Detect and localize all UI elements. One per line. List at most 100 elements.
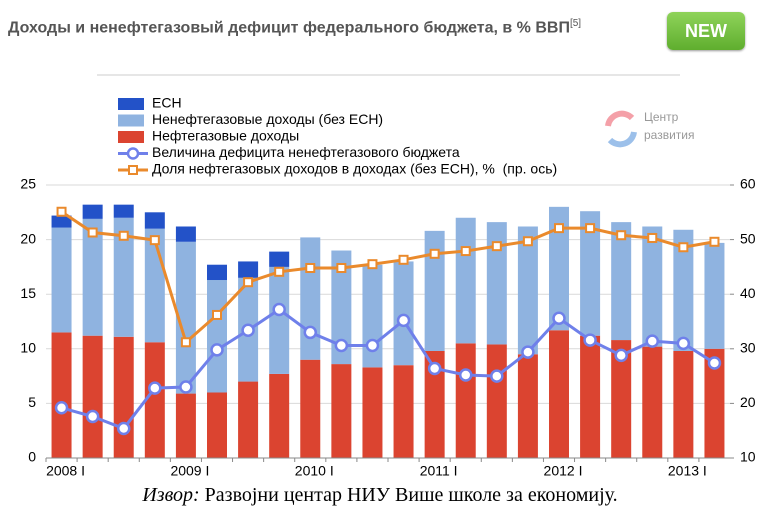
marker xyxy=(709,236,720,247)
marker xyxy=(87,227,98,238)
bar-segment xyxy=(82,204,103,219)
caption-text: Развојни центар НИУ Више школе за економ… xyxy=(204,484,618,506)
bar-segment xyxy=(238,381,259,458)
bar-segment xyxy=(175,241,196,394)
line xyxy=(60,210,715,345)
x-tick-label: 2011 I xyxy=(420,463,458,479)
bar-segment xyxy=(82,218,103,336)
y-tick-label: 10 xyxy=(20,340,36,356)
marker xyxy=(460,246,471,257)
new-badge[interactable]: NEW xyxy=(667,12,745,50)
bar-segment xyxy=(673,350,694,458)
marker xyxy=(365,338,380,353)
legend-label: Нефтегазовые доходы xyxy=(152,128,299,144)
marker xyxy=(336,262,347,273)
bar-segment xyxy=(331,364,352,458)
marker xyxy=(616,230,627,241)
marker xyxy=(458,368,473,382)
legend-label: ЕСН xyxy=(152,95,182,111)
bar-segment xyxy=(207,392,227,458)
legend-marker xyxy=(126,147,140,160)
marker xyxy=(149,235,160,246)
bar-segment xyxy=(486,344,507,458)
caption-label: Извор: xyxy=(142,484,200,506)
bar-segment xyxy=(549,330,569,458)
marker xyxy=(427,361,442,376)
marker xyxy=(583,333,597,347)
marker xyxy=(85,409,100,424)
y-tick-label: 15 xyxy=(20,285,36,301)
bar-segment xyxy=(517,354,538,458)
marker xyxy=(274,266,285,277)
y-tick-label: 25 xyxy=(20,176,36,192)
separator xyxy=(97,74,680,76)
bar-segment xyxy=(549,206,569,331)
bar-segment xyxy=(207,264,227,281)
legend-label: Величина дефицита ненефтегазового бюджет… xyxy=(152,144,460,160)
y2-tick-label: 50 xyxy=(740,230,756,246)
bar-segment xyxy=(238,261,259,278)
bar-segment xyxy=(704,242,725,349)
bar-segment xyxy=(424,230,445,351)
caption: Извор: Развојни центар НИУ Више школе за … xyxy=(0,484,760,507)
bar-segment xyxy=(269,266,290,374)
x-tick-label: 2013 I xyxy=(668,463,707,479)
bar-segment xyxy=(144,342,165,458)
bar-segment xyxy=(51,227,72,333)
legend-label: Доля нефтегазовых доходов в доходах (без… xyxy=(152,161,557,177)
bar-segment xyxy=(580,211,601,336)
marker xyxy=(707,356,722,370)
logo: Центр развития xyxy=(605,110,695,148)
bar-segment xyxy=(51,332,72,458)
y2-tick-label: 30 xyxy=(740,340,756,356)
bar-segment xyxy=(175,226,196,242)
y2-tick-label: 10 xyxy=(740,449,756,465)
legend-label: Ненефтегазовые доходы (без ЕСН) xyxy=(152,111,383,127)
marker xyxy=(585,223,596,234)
marker xyxy=(396,313,411,328)
legend-swatch xyxy=(118,131,144,143)
bar-segment xyxy=(300,237,321,360)
x-tick-label: 2009 I xyxy=(170,463,209,479)
y-tick-label: 5 xyxy=(28,394,36,410)
marker xyxy=(118,230,129,241)
marker xyxy=(210,343,224,357)
legend-swatch xyxy=(118,114,144,127)
bar-segment xyxy=(611,340,632,458)
marker xyxy=(491,241,502,252)
x-tick-label: 2012 I xyxy=(544,463,583,479)
bar-segment xyxy=(331,250,352,365)
y2-tick-label: 60 xyxy=(740,176,756,192)
marker xyxy=(367,259,378,270)
marker xyxy=(54,401,69,415)
logo-text: развития xyxy=(644,128,695,142)
marker xyxy=(116,421,131,436)
bar-segment xyxy=(393,365,414,458)
bar-segment xyxy=(424,350,445,458)
logo-arc xyxy=(605,110,635,127)
y2-tick-label: 40 xyxy=(740,285,756,301)
marker xyxy=(303,325,318,340)
chart: Центр развития 0 5 10 15 20 25 10 20 30 40 50 60 200… xyxy=(20,95,756,479)
bar-segment xyxy=(51,215,72,228)
bar-segment xyxy=(144,228,165,343)
page-title: Доходы и ненефтегазовый дефицит федераль… xyxy=(8,14,658,38)
bar-segment xyxy=(113,217,134,337)
bar-segment xyxy=(113,204,134,218)
marker xyxy=(647,232,658,243)
bar-segment xyxy=(580,335,601,458)
footnote: [5] xyxy=(569,18,582,29)
bar-segment xyxy=(269,373,290,458)
y2-tick-label: 20 xyxy=(740,394,756,410)
bar-segment xyxy=(673,229,694,351)
marker xyxy=(490,369,504,383)
bar-segment xyxy=(362,367,383,458)
bar-segment xyxy=(113,336,134,458)
logo-arc xyxy=(607,131,637,148)
marker xyxy=(148,381,162,395)
x-tick-label: 2008 I xyxy=(46,463,85,479)
y-tick-label: 20 xyxy=(20,230,36,246)
x-tick-label: 2010 I xyxy=(295,463,334,479)
bar-segment xyxy=(455,217,476,344)
bar-segment xyxy=(207,280,227,393)
